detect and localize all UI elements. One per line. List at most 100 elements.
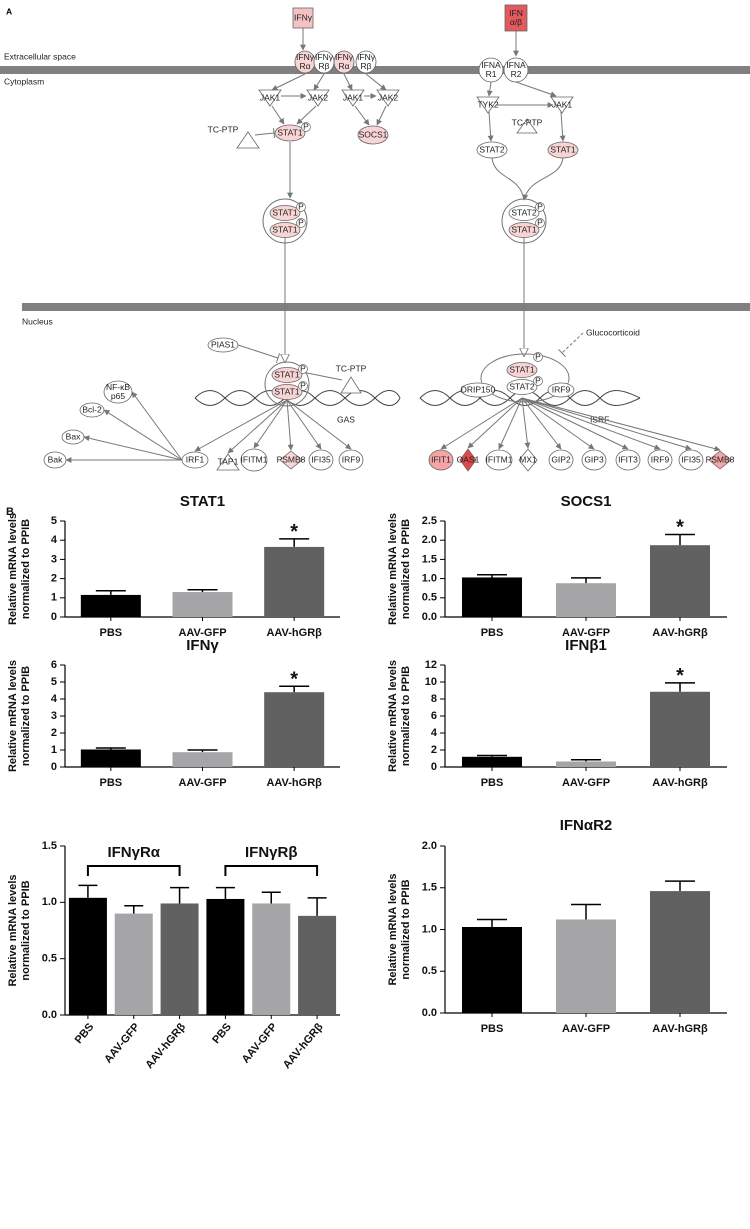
- y-axis-label: Relative mRNA levels: [387, 660, 399, 772]
- phosphate-label: P: [298, 201, 304, 211]
- y-tick-label: 1.0: [422, 923, 437, 935]
- bar: [650, 545, 710, 617]
- x-tick-label: AAV-GFP: [562, 1023, 610, 1035]
- node-label: IFIT1: [431, 454, 451, 464]
- edge: [83, 435, 183, 461]
- y-axis-label: Relative mRNA levels: [7, 660, 19, 772]
- chart-title: IFNβ1: [565, 637, 607, 654]
- edge: [521, 397, 721, 452]
- edge: [440, 397, 523, 450]
- node-diamond: [708, 450, 732, 470]
- node-triangle: [550, 96, 574, 114]
- node-oval: [271, 367, 303, 383]
- bar: [556, 583, 616, 617]
- edge: [237, 344, 279, 359]
- node-triangle: [340, 376, 362, 394]
- node-label: Rβ: [360, 61, 371, 71]
- y-axis-label: normalized to PPIB: [20, 666, 32, 766]
- edge: [286, 399, 352, 450]
- node-label: STAT1: [277, 127, 302, 137]
- x-tick-label: AAV-GFP: [102, 1021, 142, 1066]
- node-oval: [274, 124, 306, 142]
- bar: [650, 891, 710, 1013]
- node-label: IRF9: [552, 384, 571, 394]
- node-oval: [581, 449, 607, 471]
- node-label: OAS1: [457, 454, 480, 464]
- phosphate: [298, 364, 308, 374]
- y-tick-label: 0.5: [42, 953, 57, 965]
- edge: [313, 73, 325, 91]
- node-label: TC-PTP: [336, 363, 367, 373]
- node-label: JAK1: [552, 99, 573, 109]
- node-oval: [678, 449, 704, 471]
- y-axis-label: normalized to PPIB: [400, 879, 412, 979]
- node-label: Bax: [66, 431, 81, 441]
- edge: [486, 81, 493, 97]
- bar: [80, 749, 141, 767]
- node-oval: [355, 50, 377, 74]
- edge: [271, 105, 285, 125]
- node-oval: [269, 205, 301, 221]
- node-label: TC-PTP: [512, 117, 543, 127]
- complex-outline: [501, 198, 547, 244]
- edge: [254, 132, 275, 136]
- node-label: α/β: [510, 17, 522, 27]
- y-tick-label: 2: [51, 727, 57, 739]
- node-oval: [503, 57, 529, 83]
- y-tick-label: 0.0: [422, 611, 437, 623]
- y-tick-label: 6: [51, 659, 57, 671]
- y-tick-label: 2.5: [422, 515, 437, 527]
- node-oval: [615, 449, 641, 471]
- phosphate-label: P: [298, 217, 304, 227]
- significance: *: [290, 521, 298, 543]
- bar: [556, 761, 616, 767]
- bar: [252, 903, 291, 1015]
- chart-title: STAT1: [180, 493, 225, 510]
- y-tick-label: 0: [51, 761, 57, 773]
- node-oval: [476, 141, 508, 159]
- significance: *: [676, 665, 684, 687]
- edge: [194, 399, 288, 452]
- node-oval: [478, 57, 504, 83]
- x-tick-label: AAV-GFP: [240, 1021, 280, 1066]
- node-label: IFN: [509, 8, 523, 18]
- node-label: Rα: [338, 61, 349, 71]
- node-label: PSMB8: [277, 454, 306, 464]
- x-tick-label: PBS: [481, 627, 504, 639]
- x-tick-label: AAV-hGRβ: [652, 627, 708, 639]
- phosphate: [533, 376, 543, 386]
- node-label: PSMB8: [706, 454, 735, 464]
- group-bracket: [224, 865, 319, 876]
- node-oval: [506, 379, 538, 395]
- node-label: STAT1: [550, 144, 575, 154]
- node-label: p65: [111, 391, 125, 401]
- x-tick-label: PBS: [100, 777, 123, 789]
- node-label: JAK2: [308, 92, 329, 102]
- panel-label: A: [6, 6, 12, 16]
- node-box: [292, 7, 314, 29]
- node-label: IFNγ: [296, 52, 315, 62]
- edge: [354, 105, 370, 126]
- y-tick-label: 2: [51, 573, 57, 585]
- phosphate-label: P: [300, 363, 306, 373]
- node-label: IFITM1: [241, 454, 268, 464]
- edge: [301, 371, 343, 381]
- node-oval: [61, 429, 85, 445]
- node-oval: [269, 222, 301, 238]
- y-axis-label: Relative mRNA levels: [7, 513, 19, 625]
- phosphate: [533, 352, 543, 362]
- y-tick-label: 0: [431, 761, 437, 773]
- node-label: STAT1: [274, 369, 299, 379]
- y-tick-label: 1: [51, 592, 57, 604]
- inhibition-bar: [272, 127, 276, 139]
- edge: [467, 397, 523, 449]
- x-tick-label: AAV-hGRβ: [266, 777, 322, 789]
- node-oval: [428, 449, 454, 471]
- edge: [491, 157, 525, 201]
- bar: [462, 756, 522, 767]
- edge: [521, 397, 661, 450]
- panel-label: B: [6, 506, 14, 518]
- node-triangle: [516, 118, 538, 134]
- x-tick-label: AAV-hGRβ: [143, 1021, 188, 1071]
